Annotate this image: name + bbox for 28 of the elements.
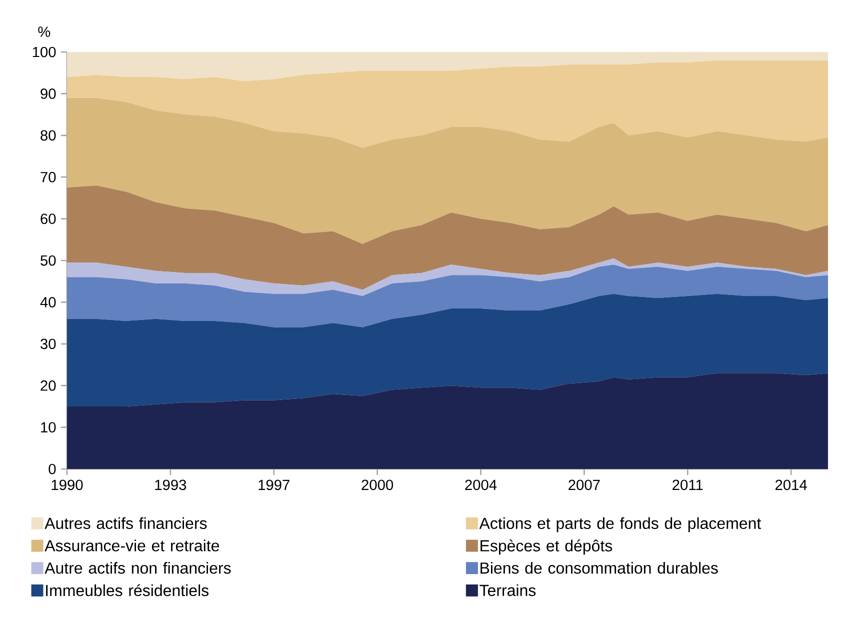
x-tick-label: 1993 [155, 480, 186, 490]
legend-label: Assurance-vie et retraite [44, 540, 220, 552]
y-axis-title: % [38, 26, 50, 37]
x-tick-label: 1990 [52, 480, 83, 490]
x-tick-label: 2014 [775, 480, 807, 490]
x-tick-label: 2004 [465, 480, 497, 490]
x-tick-label: 2007 [568, 480, 600, 490]
y-tick-label: 70 [40, 172, 56, 182]
legend-label: Biens de consommation durables [480, 562, 718, 574]
legend-label: Espèces et dépôts [480, 540, 612, 555]
y-tick-label: 80 [40, 130, 56, 141]
y-tick-label: 40 [40, 297, 56, 308]
legend-label: Autre actifs non financiers [44, 562, 231, 574]
legend-label: Autres actifs financiers [44, 517, 207, 530]
y-tick-label: 90 [40, 88, 56, 99]
y-tick-label: 0 [48, 464, 56, 474]
x-tick-label: 1997 [258, 480, 290, 490]
legend-label: Immeubles résidentiels [46, 584, 209, 596]
y-tick-label: 100 [32, 46, 56, 58]
y-tick-label: 60 [40, 214, 56, 224]
y-tick-label: 20 [40, 380, 56, 391]
legend-label: Terrains [480, 584, 536, 596]
legend-label: Actions et parts de fonds de placement [479, 517, 762, 532]
y-tick-label: 10 [41, 422, 56, 432]
x-tick-label: 2011 [672, 480, 703, 490]
y-tick-label: 50 [40, 255, 56, 266]
y-tick-label: 30 [40, 338, 56, 350]
x-tick-label: 2000 [362, 480, 394, 490]
